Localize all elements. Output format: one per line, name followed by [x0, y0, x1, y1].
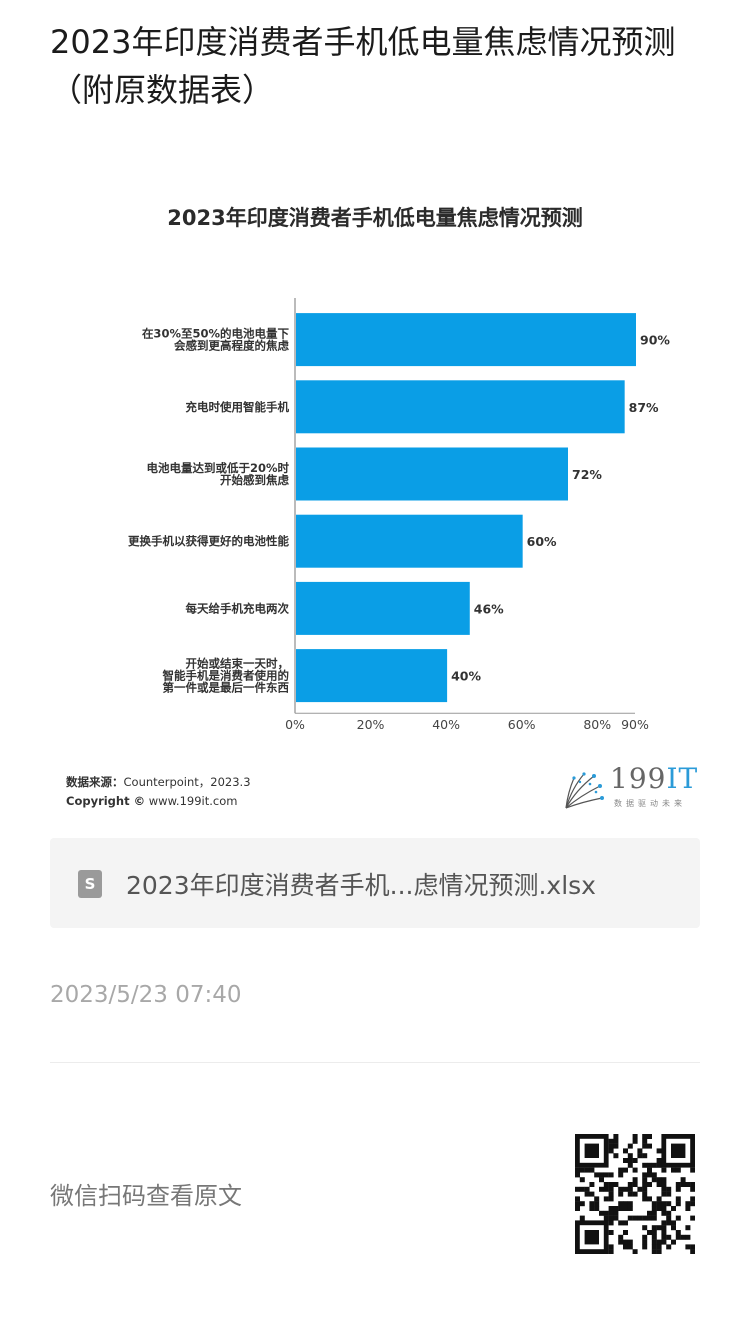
- source-label: 数据来源：: [66, 775, 124, 789]
- x-tick-label: 0%: [285, 717, 305, 732]
- data-label: 60%: [527, 534, 557, 549]
- x-tick-label: 90%: [621, 717, 649, 732]
- x-tick-label: 80%: [583, 717, 611, 732]
- data-label: 46%: [474, 601, 504, 616]
- article-title: 2023年印度消费者手机低电量焦虑情况预测（附原数据表）: [50, 23, 676, 109]
- category-label: 智能手机是消费者使用的: [163, 669, 290, 683]
- source-value: Counterpoint，2023.3: [123, 775, 251, 789]
- category-label: 更换手机以获得更好的电池性能: [128, 534, 289, 548]
- category-label: 第一件或是最后一件东西: [163, 681, 290, 695]
- attachment-file-name[interactable]: 2023年印度消费者手机...虑情况预测.xlsx: [126, 871, 596, 900]
- qr-caption: 微信扫码查看原文: [50, 1182, 242, 1210]
- category-label: 开始感到焦虑: [220, 473, 289, 487]
- bar: [296, 447, 568, 501]
- brand-slogan: 数据驱动未来: [614, 799, 686, 808]
- qr-code-icon[interactable]: [575, 1134, 695, 1254]
- bar: [296, 313, 636, 367]
- data-source: 数据来源：Counterpoint，2023.3: [66, 774, 251, 790]
- bar: [296, 581, 470, 635]
- brand-logo: 199IT 数据驱动未来: [560, 762, 700, 814]
- category-label: 开始或结束一天时，: [186, 657, 290, 671]
- bar: [296, 380, 625, 434]
- brand-wordmark: 199IT: [610, 762, 699, 795]
- data-label: 72%: [572, 467, 602, 482]
- attachment-file[interactable]: S 2023年印度消费者手机...虑情况预测.xlsx: [50, 838, 700, 928]
- dandelion-logo-icon: [565, 772, 604, 809]
- copyright-value: www.199it.com: [148, 794, 238, 808]
- category-label: 电池电量达到或低于20%时: [146, 461, 289, 475]
- copyright: Copyright © www.199it.com: [66, 794, 237, 808]
- category-label: 会感到更高程度的焦虑: [173, 339, 289, 353]
- chart-title: 2023年印度消费者手机低电量焦虑情况预测: [167, 206, 583, 230]
- x-tick-label: 40%: [432, 717, 460, 732]
- divider: [50, 1062, 700, 1063]
- data-label: 40%: [451, 669, 481, 684]
- x-tick-label: 20%: [357, 717, 385, 732]
- copyright-label: Copyright ©: [66, 794, 146, 808]
- category-label: 充电时使用智能手机: [186, 400, 290, 414]
- chart-image: 90% 在30%至50%的电池电量下 会感到更高程度的焦虑 87% 充电时使用智能手机 7…: [50, 180, 700, 820]
- bar: [296, 514, 523, 568]
- bar: [296, 649, 448, 703]
- publish-timestamp: 2023/5/23 07:40: [50, 982, 242, 1008]
- data-label: 87%: [629, 400, 659, 415]
- spreadsheet-file-icon: S: [78, 870, 102, 898]
- x-tick-label: 60%: [508, 717, 536, 732]
- category-label: 每天给手机充电两次: [186, 601, 290, 615]
- data-label: 90%: [640, 333, 670, 348]
- category-label: 在30%至50%的电池电量下: [142, 327, 290, 341]
